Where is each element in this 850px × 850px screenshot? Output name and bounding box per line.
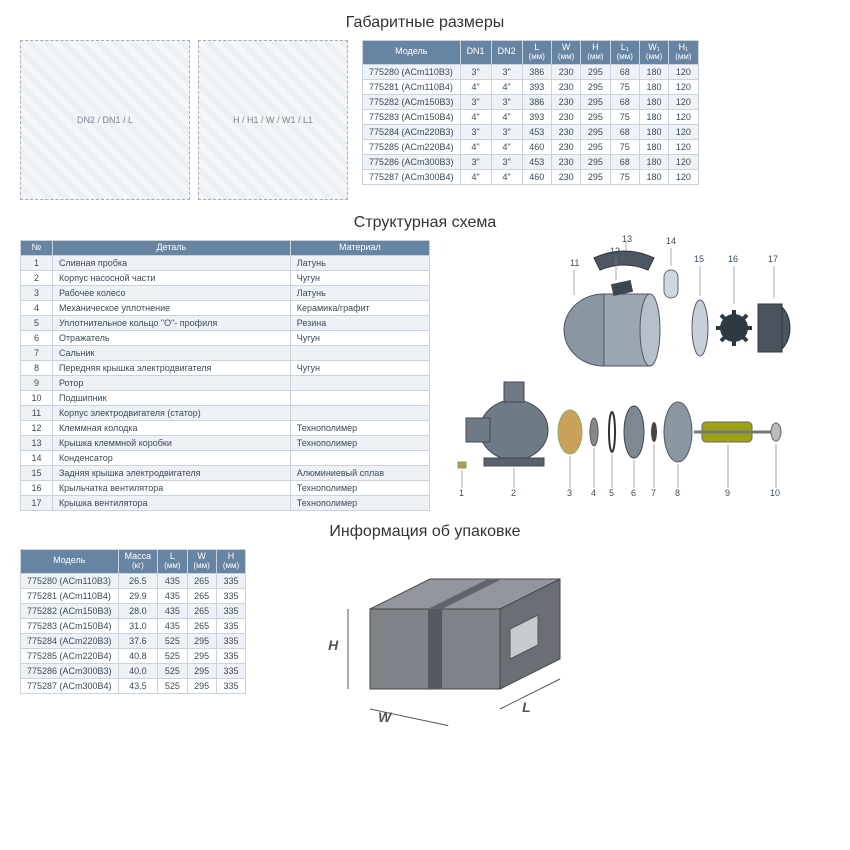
col-header: W₁(мм) [639, 41, 668, 65]
callout-1: 1 [459, 488, 464, 498]
callout-14: 14 [666, 236, 676, 246]
col-header: DN1 [460, 41, 491, 65]
table-row: 10Подшипник [21, 390, 430, 405]
callout-10: 10 [770, 488, 780, 498]
table-row: 14Конденсатор [21, 450, 430, 465]
callout-16: 16 [728, 254, 738, 264]
col-header: H(мм) [216, 549, 245, 573]
callout-12: 12 [610, 246, 620, 256]
exploded-view-diagram: 11 12 13 14 15 16 17 1 2 3 4 5 6 7 8 9 1… [444, 240, 814, 500]
callout-3: 3 [567, 488, 572, 498]
table-row: 8Передняя крышка электродвигателяЧугун [21, 360, 430, 375]
pkg-label-w: W [378, 709, 391, 725]
table-row: 775287 (ACm300B4)4"4"46023029575180120 [363, 169, 699, 184]
callout-13: 13 [622, 234, 632, 244]
table-row: 775284 (ACm220B3)3"3"45323029568180120 [363, 124, 699, 139]
table-row: 775285 (ACm220B4)40.8525295335 [21, 648, 246, 663]
callout-4: 4 [591, 488, 596, 498]
callout-7: 7 [651, 488, 656, 498]
col-header: W(мм) [551, 41, 580, 65]
dimensions-table: МодельDN1DN2L(мм)W(мм)H(мм)L₁(мм)W₁(мм)H… [362, 40, 699, 185]
table-row: 775283 (ACm150B4)31.0435265335 [21, 618, 246, 633]
callout-5: 5 [609, 488, 614, 498]
col-header: W(мм) [187, 549, 216, 573]
col-header: Материал [290, 241, 429, 256]
col-header: Деталь [52, 241, 290, 256]
callout-17: 17 [768, 254, 778, 264]
col-header: L(мм) [522, 41, 551, 65]
table-row: 775285 (ACm220B4)4"4"46023029575180120 [363, 139, 699, 154]
col-header: L₁(мм) [610, 41, 639, 65]
table-row: 775284 (ACm220B3)37.6525295335 [21, 633, 246, 648]
callout-11: 11 [570, 258, 579, 268]
col-header: H(мм) [581, 41, 610, 65]
col-header: L(мм) [158, 549, 187, 573]
parts-table: №ДетальМатериал1Сливная пробкаЛатунь2Кор… [20, 240, 430, 511]
callout-2: 2 [511, 488, 516, 498]
packaging-table: МодельМасса(кг)L(мм)W(мм)H(мм)775280 (AC… [20, 549, 246, 694]
col-header: H₁(мм) [669, 41, 698, 65]
table-row: 6ОтражательЧугун [21, 330, 430, 345]
table-row: 775286 (ACm300B3)40.0525295335 [21, 663, 246, 678]
table-row: 775282 (ACm150B3)3"3"38623029568180120 [363, 94, 699, 109]
callout-8: 8 [675, 488, 680, 498]
table-row: 9Ротор [21, 375, 430, 390]
col-header: Модель [363, 41, 461, 65]
table-row: 775286 (ACm300B3)3"3"45323029568180120 [363, 154, 699, 169]
structure-title: Структурная схема [20, 214, 830, 232]
pump-side-view-drawing: DN2 / DN1 / L [20, 40, 190, 200]
table-row: 775282 (ACm150B3)28.0435265335 [21, 603, 246, 618]
table-row: 11Корпус электродвигателя (статор) [21, 405, 430, 420]
table-row: 775287 (ACm300B4)43.5525295335 [21, 678, 246, 693]
table-row: 775281 (ACm110B4)4"4"39323029575180120 [363, 79, 699, 94]
pkg-label-l: L [522, 699, 531, 715]
packaging-title: Информация об упаковке [20, 523, 830, 541]
table-row: 7Сальник [21, 345, 430, 360]
table-row: 1Сливная пробкаЛатунь [21, 255, 430, 270]
callout-6: 6 [631, 488, 636, 498]
col-header: Масса(кг) [118, 549, 158, 573]
callout-9: 9 [725, 488, 730, 498]
table-row: 3Рабочее колесоЛатунь [21, 285, 430, 300]
table-row: 4Механическое уплотнениеКерамика/графит [21, 300, 430, 315]
table-row: 775280 (ACm110B3)3"3"38623029568180120 [363, 64, 699, 79]
col-header: № [21, 241, 53, 256]
table-row: 5Уплотнительное кольцо "O"- профиляРезин… [21, 315, 430, 330]
table-row: 13Крышка клеммной коробкиТехнополимер [21, 435, 430, 450]
dimensions-title: Габаритные размеры [20, 14, 830, 32]
table-row: 12Клеммная колодкаТехнополимер [21, 420, 430, 435]
col-header: Модель [21, 549, 119, 573]
table-row: 775281 (ACm110B4)29.9435265335 [21, 588, 246, 603]
table-row: 775280 (ACm110B3)26.5435265335 [21, 573, 246, 588]
col-header: DN2 [491, 41, 522, 65]
pkg-label-h: H [328, 637, 338, 653]
callout-15: 15 [694, 254, 704, 264]
table-row: 16Крыльчатка вентилятораТехнополимер [21, 480, 430, 495]
table-row: 775283 (ACm150B4)4"4"39323029575180120 [363, 109, 699, 124]
table-row: 15Задняя крышка электродвигателяАлюминие… [21, 465, 430, 480]
table-row: 2Корпус насосной частиЧугун [21, 270, 430, 285]
package-box-diagram: H W L [300, 559, 600, 739]
pump-front-view-drawing: H / H1 / W / W1 / L1 [198, 40, 348, 200]
table-row: 17Крышка вентилятораТехнополимер [21, 495, 430, 510]
